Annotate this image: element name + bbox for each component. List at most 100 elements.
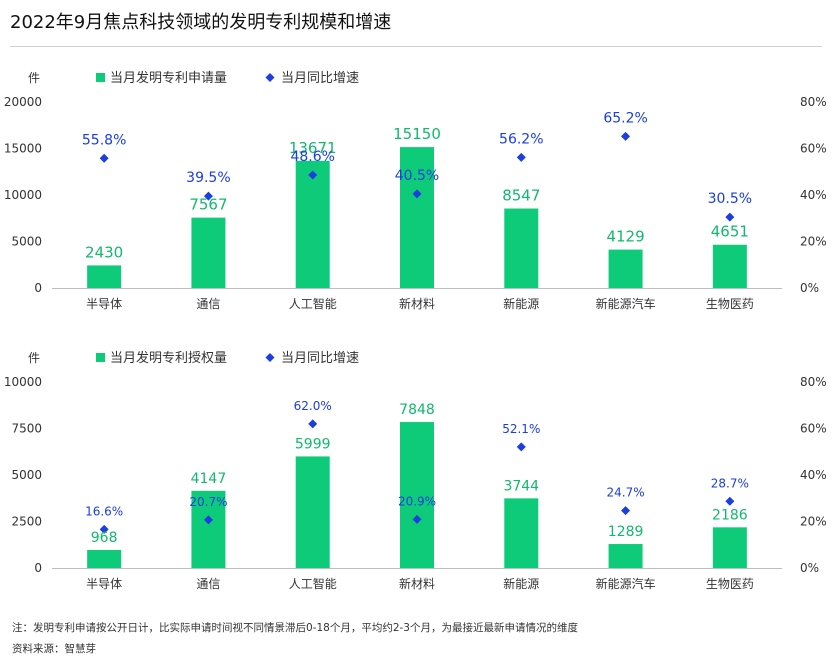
- growth-point: [621, 506, 631, 516]
- bar: [87, 265, 122, 288]
- unit-label: 件: [28, 351, 40, 365]
- y-tick-right: 0%: [800, 561, 819, 575]
- bar: [295, 456, 330, 568]
- growth-point: [203, 191, 213, 201]
- bar-value-label: 4147: [191, 471, 227, 487]
- legend-point-label: 当月同比增速: [281, 71, 359, 86]
- bar: [87, 549, 122, 568]
- bar-value-label: 7567: [189, 196, 227, 214]
- growth-point: [308, 419, 318, 429]
- y-tick-right: 60%: [800, 422, 827, 436]
- x-tick-label: 新能源汽车: [596, 296, 656, 311]
- growth-point: [99, 524, 109, 534]
- bar-value-label: 5999: [295, 436, 331, 452]
- legend-point-marker: [265, 73, 275, 82]
- x-tick-label: 通信: [196, 577, 220, 591]
- legend-bar-swatch: [96, 73, 105, 82]
- y-tick-left: 10000: [4, 188, 42, 202]
- growth-value-label: 52.1%: [502, 422, 540, 436]
- growth-value-label: 30.5%: [708, 191, 752, 207]
- bar-value-label: 968: [91, 530, 118, 546]
- title-divider: [10, 46, 822, 47]
- bar-value-label: 1289: [608, 524, 644, 540]
- bar-value-label: 13671: [289, 139, 337, 157]
- y-tick-left: 5000: [11, 235, 42, 249]
- x-tick-label: 新能源: [503, 576, 539, 591]
- legend-bar-label: 当月发明专利申请量: [110, 70, 227, 86]
- patent-applications-chart: 件 当月发明专利申请量 当月同比增速 0 5000 10000 15000 20000 0% 20…: [0, 60, 832, 330]
- growth-value-label: 16.6%: [85, 504, 123, 518]
- y-tick-right: 20%: [800, 235, 827, 249]
- patent-grants-chart: 件 当月发明专利授权量 当月同比增速 0 2500 5000 7500 10000 0% 20% 4…: [0, 340, 832, 610]
- patent-applications-svg: 件 当月发明专利申请量 当月同比增速 0 5000 10000 15000 20000 0% 20…: [4, 70, 827, 311]
- growth-point: [516, 152, 526, 162]
- legend-bar-label: 当月发明专利授权量: [110, 350, 227, 366]
- y-tick-right: 60%: [800, 142, 827, 156]
- x-tick-label: 半导体: [86, 577, 122, 591]
- bar-value-label: 15150: [393, 125, 441, 143]
- y-tick-left: 7500: [11, 422, 42, 436]
- y-tick-right: 20%: [800, 515, 827, 529]
- bar: [504, 498, 539, 568]
- x-tick-label: 新能源汽车: [596, 576, 656, 591]
- bar-value-label: 4651: [711, 223, 749, 241]
- y-tick-left: 5000: [11, 468, 42, 482]
- growth-point: [725, 496, 735, 506]
- growth-value-label: 20.9%: [398, 494, 436, 508]
- y-tick-left: 2500: [11, 515, 42, 529]
- x-tick-label: 生物医药: [706, 297, 754, 311]
- y-tick-left: 0: [34, 561, 42, 575]
- growth-value-label: 39.5%: [186, 170, 230, 186]
- bar-value-label: 8547: [502, 187, 540, 205]
- bar-value-label: 4129: [606, 228, 644, 246]
- growth-value-label: 62.0%: [294, 399, 332, 413]
- growth-point: [203, 515, 213, 525]
- legend-point-label: 当月同比增速: [281, 351, 359, 366]
- bar: [295, 160, 330, 288]
- growth-point: [412, 514, 422, 524]
- growth-value-label: 28.7%: [711, 476, 749, 490]
- growth-value-label: 48.6%: [290, 149, 334, 165]
- growth-point: [516, 442, 526, 452]
- patent-grants-svg: 件 当月发明专利授权量 当月同比增速 0 2500 5000 7500 10000 0% 20% 4…: [4, 350, 827, 591]
- y-tick-right: 40%: [800, 468, 827, 482]
- growth-point: [725, 212, 735, 222]
- y-tick-right: 40%: [800, 188, 827, 202]
- growth-point: [412, 189, 422, 199]
- growth-value-label: 40.5%: [395, 168, 439, 184]
- y-tick-right: 0%: [800, 281, 819, 295]
- bar-value-label: 7848: [399, 402, 435, 418]
- growth-value-label: 56.2%: [499, 131, 543, 147]
- growth-value-label: 24.7%: [607, 486, 645, 500]
- source-note: 资料来源：智慧芽: [12, 643, 96, 655]
- x-tick-label: 通信: [196, 297, 220, 311]
- x-tick-label: 生物医药: [706, 577, 754, 591]
- bar: [400, 422, 434, 568]
- growth-point: [621, 131, 631, 141]
- y-tick-left: 20000: [4, 95, 42, 109]
- x-tick-label: 新材料: [399, 576, 435, 591]
- growth-point: [99, 153, 109, 163]
- page-title: 2022年9月焦点科技领域的发明专利规模和增速: [10, 12, 392, 33]
- unit-label: 件: [28, 71, 40, 85]
- footnote: 注：发明专利申请按公开日计，比实际申请时间视不同情景滞后0-18个月，平均约2-…: [12, 622, 578, 634]
- x-tick-label: 新材料: [399, 296, 435, 311]
- bar: [191, 490, 226, 568]
- y-tick-right: 80%: [800, 375, 827, 389]
- legend-point-marker: [265, 353, 275, 362]
- bar-value-label: 2430: [85, 243, 123, 261]
- growth-value-label: 65.2%: [603, 110, 647, 126]
- bar: [400, 147, 434, 288]
- x-tick-label: 半导体: [86, 297, 122, 311]
- growth-value-label: 55.8%: [82, 132, 126, 148]
- legend-bar-swatch: [96, 353, 105, 362]
- bar: [608, 249, 643, 288]
- growth-value-label: 20.7%: [189, 495, 227, 509]
- growth-point: [308, 170, 318, 180]
- bar-value-label: 2186: [712, 507, 748, 523]
- y-tick-left: 10000: [4, 375, 42, 389]
- bar: [608, 544, 643, 568]
- y-tick-left: 15000: [4, 142, 42, 156]
- bar: [712, 244, 747, 288]
- x-tick-label: 新能源: [503, 296, 539, 311]
